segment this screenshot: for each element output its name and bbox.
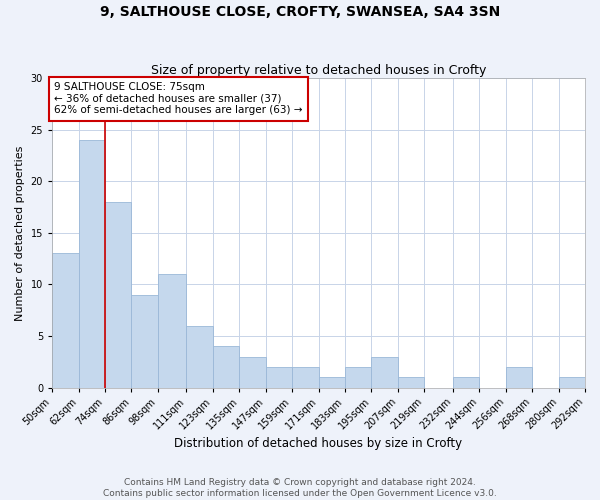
Bar xyxy=(292,367,319,388)
Bar xyxy=(187,326,213,388)
Bar xyxy=(371,356,398,388)
Bar xyxy=(52,254,79,388)
Bar xyxy=(319,377,345,388)
Text: 9 SALTHOUSE CLOSE: 75sqm
← 36% of detached houses are smaller (37)
62% of semi-d: 9 SALTHOUSE CLOSE: 75sqm ← 36% of detach… xyxy=(54,82,303,116)
Bar xyxy=(453,377,479,388)
X-axis label: Distribution of detached houses by size in Crofty: Distribution of detached houses by size … xyxy=(175,437,463,450)
Bar xyxy=(213,346,239,388)
Bar xyxy=(105,202,131,388)
Bar xyxy=(506,367,532,388)
Bar xyxy=(345,367,371,388)
Bar xyxy=(398,377,424,388)
Bar xyxy=(131,294,158,388)
Bar xyxy=(559,377,585,388)
Bar xyxy=(239,356,266,388)
Title: Size of property relative to detached houses in Crofty: Size of property relative to detached ho… xyxy=(151,64,486,77)
Y-axis label: Number of detached properties: Number of detached properties xyxy=(15,145,25,320)
Text: 9, SALTHOUSE CLOSE, CROFTY, SWANSEA, SA4 3SN: 9, SALTHOUSE CLOSE, CROFTY, SWANSEA, SA4… xyxy=(100,5,500,19)
Bar xyxy=(79,140,105,388)
Text: Contains HM Land Registry data © Crown copyright and database right 2024.
Contai: Contains HM Land Registry data © Crown c… xyxy=(103,478,497,498)
Bar xyxy=(266,367,292,388)
Bar xyxy=(158,274,187,388)
